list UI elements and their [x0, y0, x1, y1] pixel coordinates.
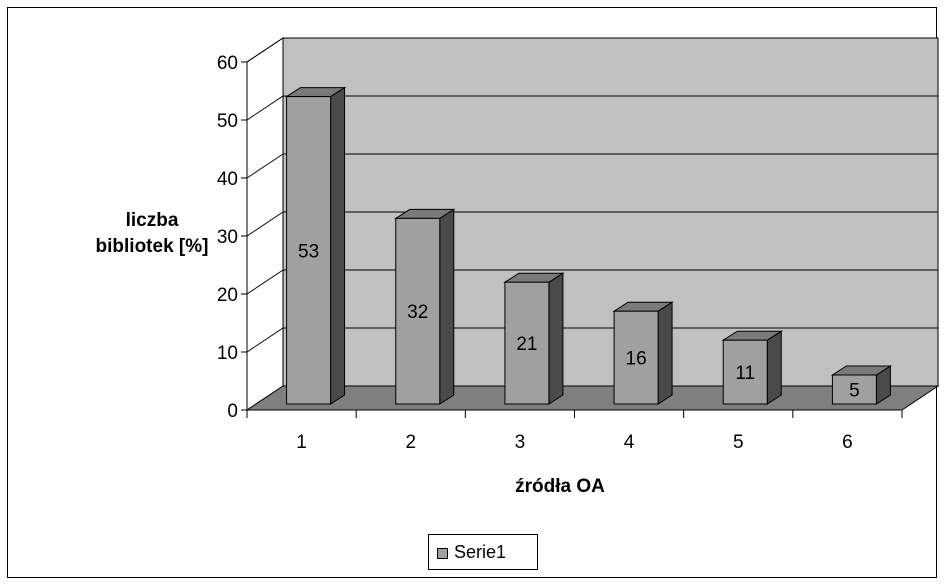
gridline-side	[246, 327, 284, 353]
y-axis-label-line-1: liczba	[125, 210, 179, 231]
y-tick-label: 0	[227, 401, 238, 422]
x-tick-label: 1	[296, 432, 307, 453]
bar-side	[657, 301, 673, 405]
x-tick-label: 3	[515, 432, 526, 453]
y-tick-label: 20	[217, 285, 238, 306]
gridline-side	[246, 37, 284, 63]
data-label: 32	[407, 302, 428, 323]
bar-side	[766, 330, 782, 405]
data-label: 11	[735, 363, 755, 384]
gridline-side	[246, 153, 284, 179]
legend: Serie1	[428, 534, 538, 570]
bar	[504, 281, 550, 405]
x-tick-label: 4	[624, 432, 635, 453]
legend-label: Serie1	[454, 542, 507, 562]
bar-side	[439, 208, 455, 405]
gridline-side	[246, 95, 284, 121]
gridline-side	[246, 269, 284, 295]
x-tick-label: 2	[405, 432, 416, 453]
y-tick-label: 30	[217, 227, 238, 248]
x-tick-label: 6	[842, 432, 853, 453]
legend-swatch	[437, 548, 448, 559]
y-tick-label: 60	[217, 53, 238, 74]
data-label: 5	[849, 381, 860, 402]
data-label: 53	[298, 241, 319, 262]
bar	[613, 310, 659, 405]
y-tick-label: 40	[217, 169, 238, 190]
bar	[831, 374, 877, 405]
x-tick-label: 5	[733, 432, 744, 453]
bar	[722, 339, 768, 405]
bar-side	[330, 86, 346, 405]
y-tick-label: 50	[217, 111, 238, 132]
data-label: 21	[516, 334, 537, 355]
bar	[395, 217, 441, 405]
x-axis-label: źródła OA	[515, 476, 605, 497]
y-axis-label-line-2: bibliotek [%]	[95, 236, 209, 257]
y-axis-label: liczba bibliotek [%]	[82, 208, 222, 260]
bar	[286, 96, 332, 405]
bar-side	[548, 272, 564, 405]
data-label: 16	[626, 349, 647, 370]
y-tick-label: 10	[217, 343, 238, 364]
gridline-side	[246, 211, 284, 237]
